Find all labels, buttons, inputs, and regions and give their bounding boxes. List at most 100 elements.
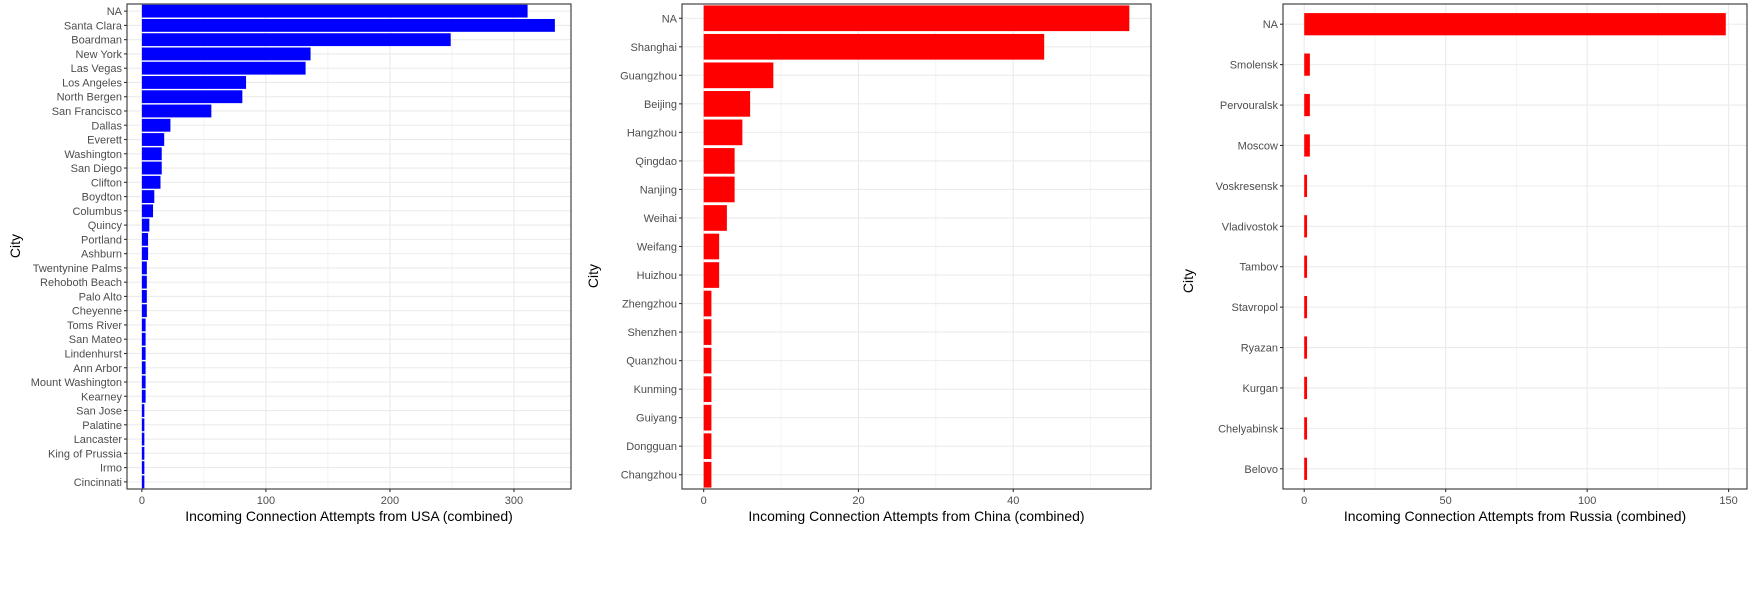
- y-tick-label: Cheyenne: [72, 306, 122, 318]
- y-tick-label: San Jose: [76, 406, 122, 418]
- y-tick-label: Portland: [81, 234, 122, 246]
- chart-panel-3: NA Smolensk Pervouralsk Moscow Voskresensk Vl…: [1180, 3, 1748, 524]
- y-tick-label: San Mateo: [69, 334, 122, 346]
- bar-quanzhou: [703, 347, 712, 374]
- y-tick-label: Smolensk: [1230, 60, 1279, 72]
- bar-palo-alto: [141, 290, 147, 303]
- y-tick-label: Voskresensk: [1216, 181, 1279, 193]
- bar-new-york: [141, 47, 311, 61]
- bar-san-mateo: [141, 332, 146, 346]
- y-tick-label: Lindenhurst: [65, 348, 123, 360]
- y-tick-label: Nanjing: [640, 184, 677, 196]
- bar-nanjing: [703, 176, 735, 203]
- bar-cincinnati: [141, 475, 145, 489]
- y-tick-label: Palatine: [82, 420, 122, 432]
- bar-shenzhen: [703, 319, 712, 345]
- y-tick-label: San Francisco: [52, 106, 122, 118]
- y-tick-label: Shanghai: [631, 42, 678, 54]
- y-tick-label: Guiyang: [636, 413, 677, 425]
- y-tick-label: Los Angeles: [62, 77, 122, 89]
- bar-stavropol: [1304, 296, 1308, 319]
- bar-toms-river: [141, 318, 146, 332]
- y-tick-label: Changzhou: [621, 470, 677, 482]
- bar-clifton: [141, 175, 161, 189]
- bar-hangzhou: [703, 119, 743, 146]
- y-tick-label: Tambov: [1239, 262, 1278, 274]
- y-tick-label: Huizhou: [637, 270, 677, 282]
- y-tick-label: Moscow: [1238, 140, 1278, 152]
- bar-washington: [141, 147, 162, 161]
- bar-tambov: [1304, 255, 1308, 278]
- bar-portland: [141, 232, 149, 246]
- bar-santa-clara: [141, 18, 555, 32]
- bar-lancaster: [141, 432, 145, 446]
- y-tick-label: Zhengzhou: [622, 299, 677, 311]
- y-tick-label: Las Vegas: [71, 63, 123, 75]
- bar-guiyang: [703, 404, 712, 431]
- y-tick-label: Columbus: [72, 206, 122, 218]
- y-tick-label: Kunming: [634, 384, 677, 396]
- y-tick-label: Rehoboth Beach: [40, 277, 122, 289]
- chart-panel-2: NA Shanghai Guangzhou Beijing Hangzhou Qingda…: [585, 3, 1152, 524]
- bar-boardman: [141, 33, 451, 47]
- y-tick-label: Quincy: [88, 220, 123, 232]
- bar-na: [141, 4, 528, 18]
- bar-belovo: [1304, 457, 1308, 480]
- bar-guangzhou: [703, 62, 774, 89]
- y-tick-label: Mount Washington: [31, 377, 122, 389]
- y-tick-label: Weifang: [637, 242, 677, 254]
- bar-ryazan: [1304, 336, 1308, 359]
- bar-chelyabinsk: [1304, 417, 1308, 440]
- y-tick-label: Everett: [87, 135, 122, 147]
- y-tick-label: Lancaster: [74, 434, 123, 446]
- bar-kearney: [141, 389, 146, 403]
- x-tick-label: 20: [852, 495, 864, 507]
- y-tick-label: Pervouralsk: [1220, 100, 1279, 112]
- y-tick-label: NA: [1263, 19, 1279, 31]
- x-axis-title: Incoming Connection Attempts from Russia…: [1344, 508, 1686, 524]
- bar-qingdao: [703, 148, 735, 174]
- bar-twentynine-palms: [141, 261, 147, 275]
- bar-na: [703, 5, 1130, 32]
- bar-weifang: [703, 233, 720, 260]
- y-tick-label: Palo Alto: [79, 291, 122, 303]
- y-tick-label: NA: [107, 6, 123, 18]
- bar-san-jose: [141, 404, 145, 417]
- bar-zhengzhou: [703, 290, 712, 317]
- y-tick-label: Boydton: [82, 192, 122, 204]
- x-tick-label: 100: [1578, 495, 1596, 507]
- bar-ann-arbor: [141, 361, 146, 375]
- bar-na: [1304, 13, 1726, 36]
- bar-everett: [141, 133, 165, 146]
- y-axis-title: City: [7, 234, 23, 258]
- x-tick-label: 0: [701, 495, 707, 507]
- y-tick-label: Washington: [64, 149, 122, 161]
- x-tick-label: 0: [139, 495, 145, 507]
- y-tick-label: Santa Clara: [64, 20, 123, 32]
- y-tick-label: Kearney: [81, 391, 122, 403]
- bar-shanghai: [703, 33, 1045, 60]
- bar-columbus: [141, 204, 154, 218]
- y-tick-label: Beijing: [644, 99, 677, 111]
- bar-north-bergen: [141, 90, 243, 104]
- bar-huizhou: [703, 262, 720, 288]
- y-tick-label: Guangzhou: [620, 70, 677, 82]
- bar-dongguan: [703, 433, 712, 460]
- bar-kurgan: [1304, 376, 1308, 400]
- y-tick-label: Ashburn: [81, 249, 122, 261]
- y-tick-label: Belovo: [1244, 464, 1278, 476]
- x-tick-label: 200: [381, 495, 399, 507]
- y-tick-label: Ann Arbor: [73, 363, 122, 375]
- y-axis-title: City: [1180, 269, 1196, 293]
- y-tick-label: Shenzhen: [627, 327, 677, 339]
- bar-weihai: [703, 205, 727, 231]
- bar-voskresensk: [1304, 174, 1308, 197]
- x-tick-label: 300: [505, 495, 523, 507]
- y-tick-label: Vladivostok: [1222, 221, 1279, 233]
- x-tick-label: 50: [1440, 495, 1452, 507]
- bar-quincy: [141, 218, 150, 232]
- x-tick-label: 100: [257, 495, 275, 507]
- y-tick-label: North Bergen: [57, 92, 122, 104]
- y-tick-label: New York: [76, 49, 123, 61]
- y-tick-label: Stavropol: [1232, 302, 1278, 314]
